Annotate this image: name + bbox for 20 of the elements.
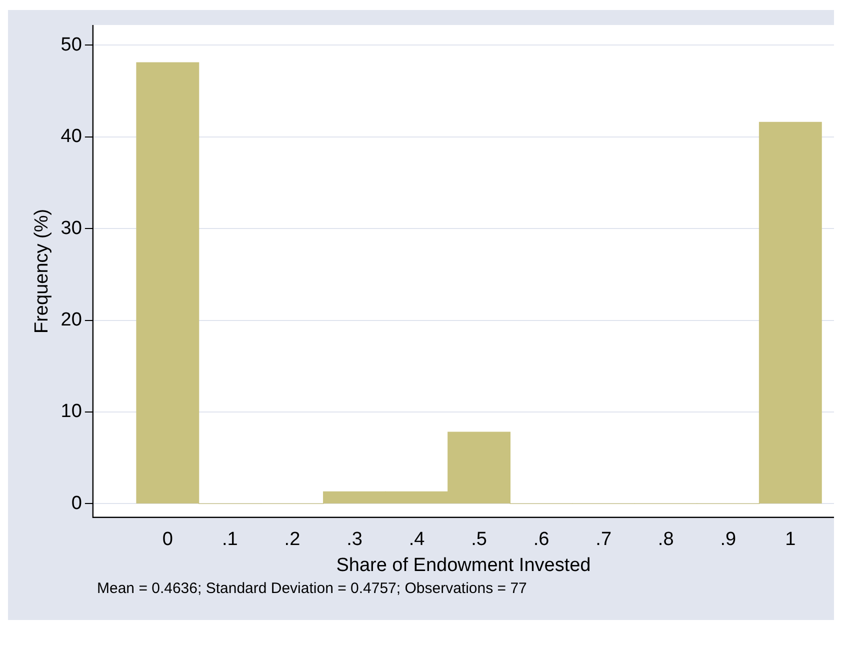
y-tick-label: 0 xyxy=(71,492,82,514)
y-tick-label: 50 xyxy=(60,34,82,56)
y-tick-label: 40 xyxy=(60,126,82,148)
x-tick-label: .9 xyxy=(720,529,736,550)
y-tick-label: 20 xyxy=(60,309,82,330)
x-tick-label: .8 xyxy=(658,529,674,550)
y-tick-label: 30 xyxy=(60,218,82,239)
x-tick-label: .7 xyxy=(596,529,612,550)
x-tick-label: 0 xyxy=(162,529,173,550)
x-tick-label: 1 xyxy=(785,529,796,550)
x-tick-label: .6 xyxy=(533,529,550,550)
x-tick-label: .2 xyxy=(284,529,300,550)
x-axis-title: Share of Endowment Invested xyxy=(336,554,591,576)
x-tick-label: .3 xyxy=(346,529,362,550)
x-tick-label: .1 xyxy=(222,529,238,550)
y-axis-title: Frequency (%) xyxy=(32,208,53,334)
text: Mean = 0.4636; Standard Deviation = 0.4757; Observations = 77 xyxy=(97,580,527,598)
y-tick-label: 10 xyxy=(60,401,82,422)
x-tick-label: .4 xyxy=(408,529,426,550)
x-tick-label: .5 xyxy=(471,529,487,550)
